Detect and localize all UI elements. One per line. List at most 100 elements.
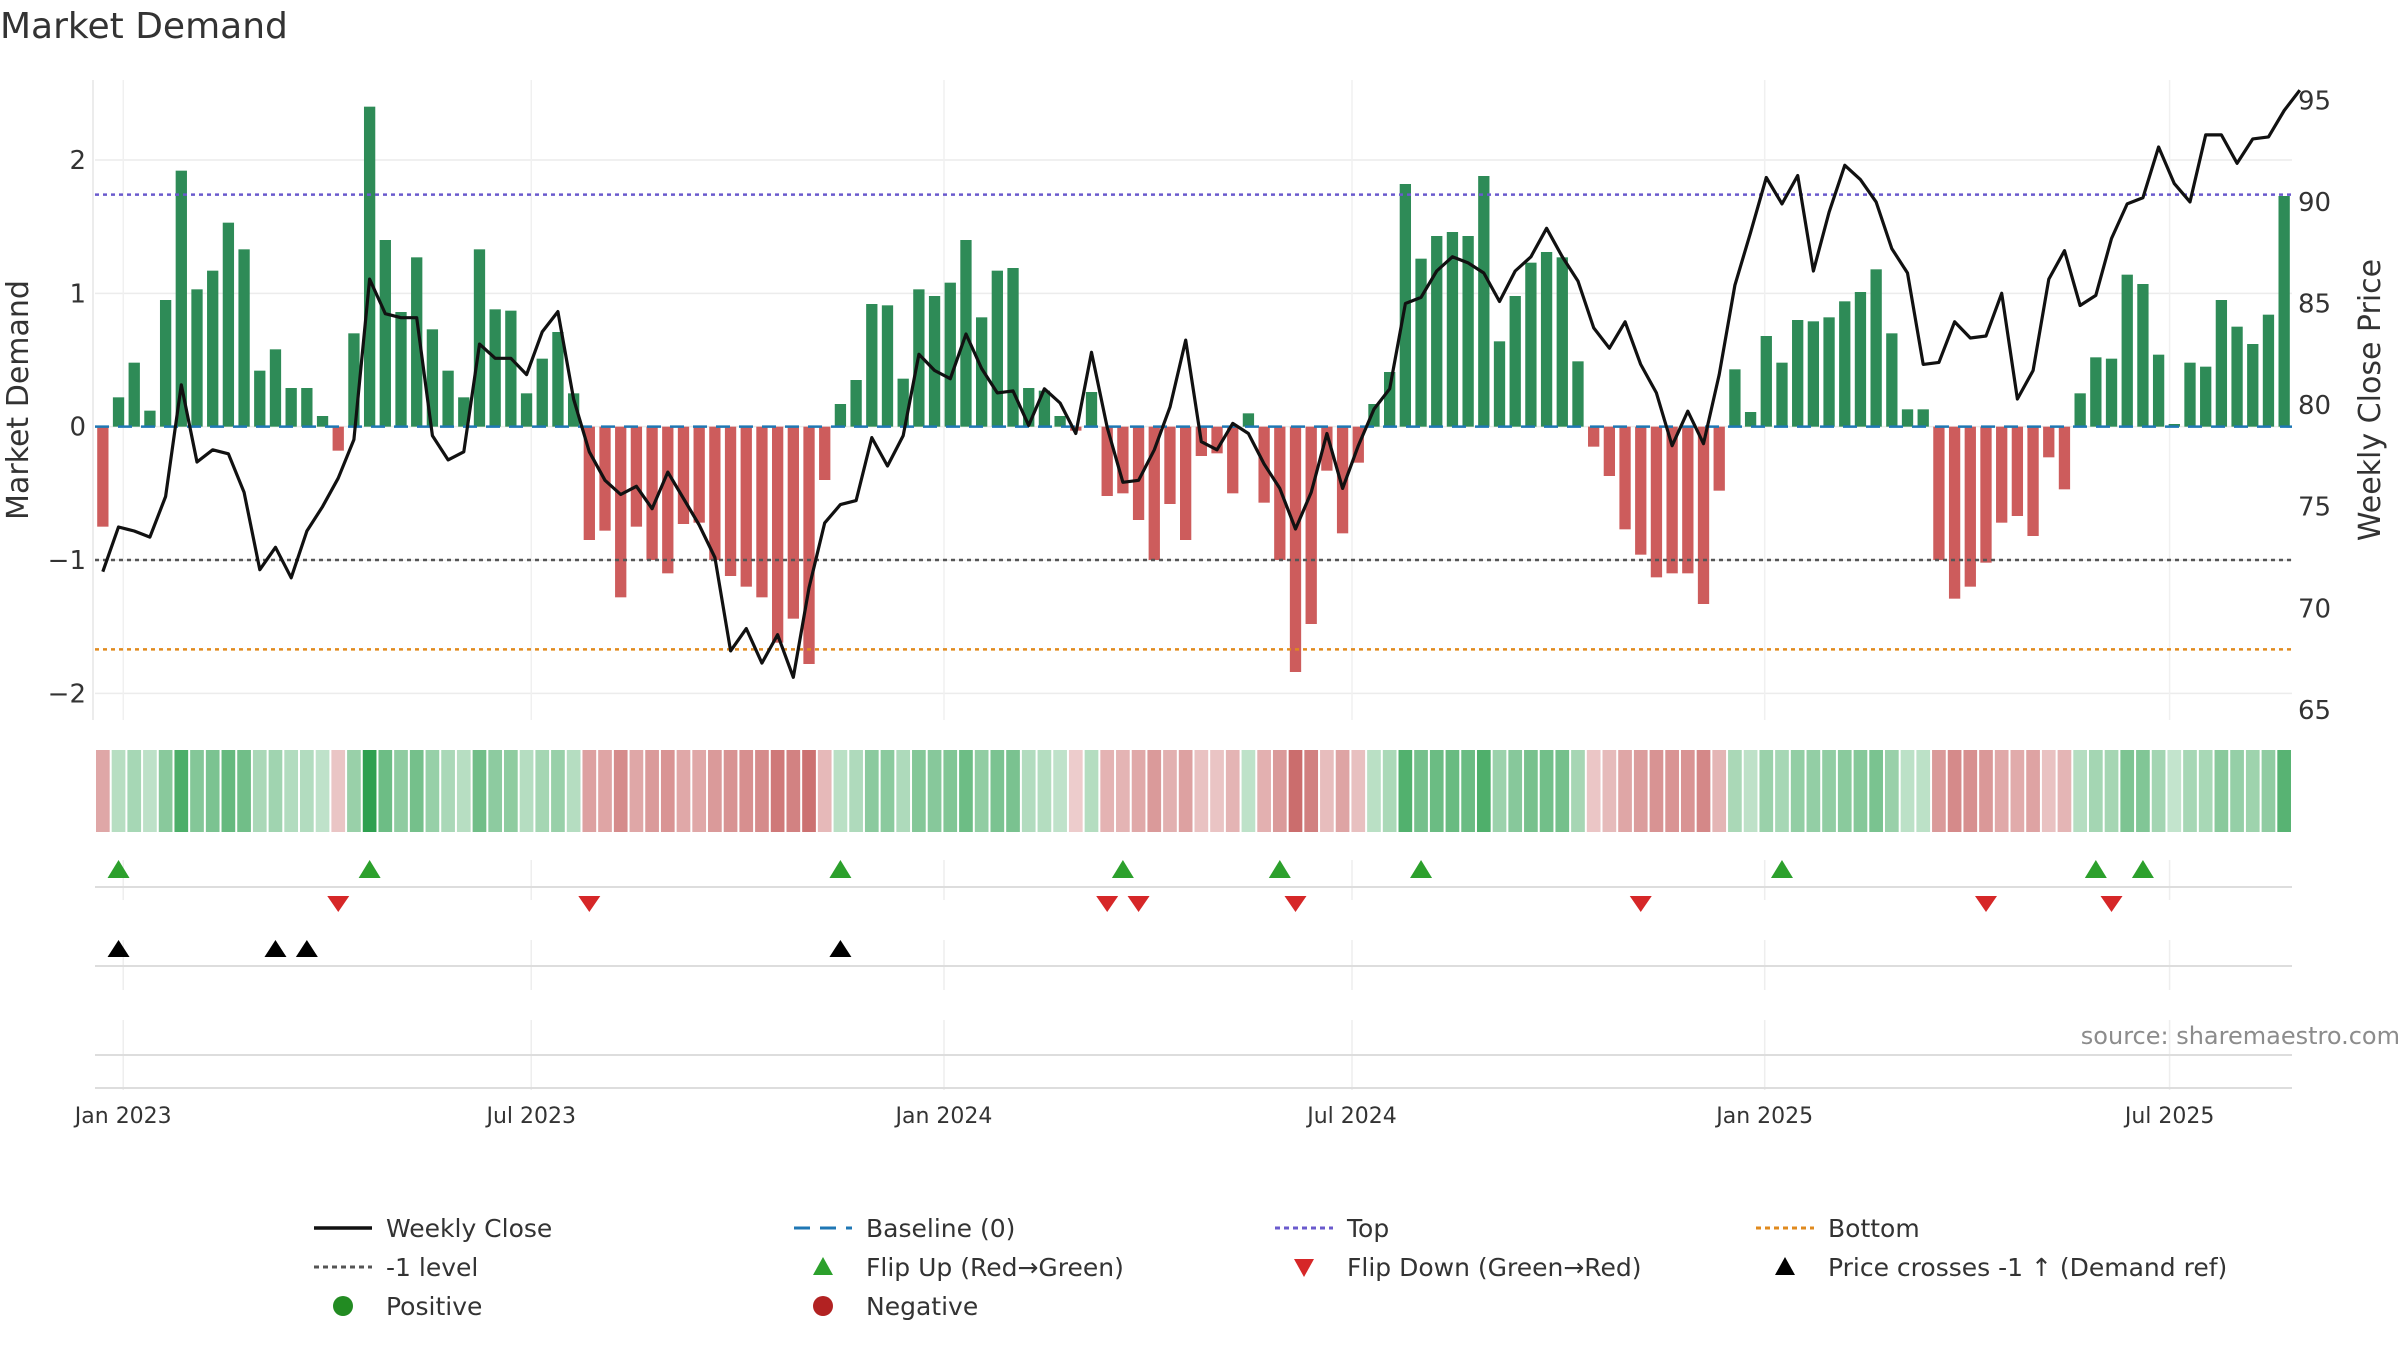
demand-bar [1572,361,1584,427]
heat-cell [2120,750,2135,832]
legend-price-cross: Price crosses -1 ↑ (Demand ref) [1752,1249,2227,1285]
heat-cell [1728,750,1742,832]
heat-cell [1759,750,1774,832]
heat-cell [1539,750,1554,832]
demand-bar [1415,258,1427,427]
heat-cell [1163,750,1177,832]
heat-cell [1947,750,1962,832]
heat-cell [880,750,895,832]
heat-cell [1304,750,1319,832]
price-cross-icon [1775,1257,1795,1275]
demand-bar [1446,232,1459,427]
demand-bar [1792,320,1804,427]
heat-cell [990,750,1005,832]
demand-bar [379,240,391,427]
demand-bar [1180,426,1192,540]
heat-cell [1853,750,1868,832]
heat-cell [2245,750,2260,832]
heat-cell [205,750,220,832]
heat-cell [598,750,612,832]
demand-bar [693,426,705,523]
demand-bar [2058,426,2071,490]
flip-up-icon [813,1257,833,1275]
demand-bar [834,404,847,427]
heat-cell [2088,750,2103,832]
heat-cell [1884,750,1899,832]
heat-cell [1492,750,1507,832]
demand-bar [1729,369,1741,427]
heat-cell [190,750,204,832]
legend-level-minus1-label: -1 level [386,1252,479,1282]
left-tick-label: 2 [69,146,86,176]
weekly-close-line [101,89,2302,679]
right-tick-label: 75 [2298,493,2331,523]
x-tick-label: Jan 2024 [894,1104,993,1129]
demand-bar [787,426,799,619]
demand-bar [1666,426,1678,574]
demand-bar [301,388,313,427]
legend-weekly-close-label: Weekly Close [386,1213,553,1243]
heat-cell [1257,750,1271,832]
demand-bar [1148,426,1160,560]
demand-bar [2137,284,2149,427]
flip-down-marker [1974,896,1997,912]
flip-up-marker [1268,860,1291,878]
demand-bar [332,426,344,451]
right-tick-label: 90 [2298,188,2331,218]
flip-down-marker [1284,896,1307,912]
demand-bar [1289,426,1302,672]
heat-cell [2167,750,2182,832]
flip-up-marker [1111,860,1134,878]
heat-cell [96,750,110,832]
demand-bar [426,329,439,427]
demand-bar [254,370,266,427]
right-tick-label: 85 [2298,289,2331,319]
demand-bar [1117,426,1129,494]
demand-bar [222,222,235,427]
flip-down-marker [578,896,601,912]
right-tick-label: 70 [2298,594,2331,624]
demand-bar [1525,262,1537,427]
demand-bar [771,426,784,643]
legend-top: Top [1271,1210,1389,1246]
heat-cell [1053,750,1067,832]
heat-cell [441,750,455,832]
heat-cell [1461,750,1475,832]
heat-cell [174,750,189,832]
heat-cell [817,750,832,832]
heat-cell [1680,750,1695,832]
demand-bar [316,416,329,427]
chart-legend: Weekly Close Baseline (0) Top Bottom -1 … [0,1210,2400,1330]
legend-bottom-label: Bottom [1828,1213,1920,1243]
demand-bar [1384,372,1396,427]
flip-down-marker [2100,896,2123,912]
demand-bar [850,380,862,427]
heat-cell [472,750,487,832]
demand-bar [1274,426,1286,560]
heat-cell [1398,750,1413,832]
demand-bar [1964,426,1976,587]
demand-bar [1870,269,1882,427]
heat-cell [1445,750,1460,832]
legend-bottom: Bottom [1752,1210,1920,1246]
flip-down-icon [1294,1259,1314,1277]
demand-bar [1054,416,1066,427]
heat-cell [1320,750,1334,832]
heat-cell [864,750,879,832]
demand-bar [1948,426,1961,599]
demand-bar [2011,426,2024,516]
heat-cell [331,750,346,832]
heat-cell [1790,750,1805,832]
demand-bar [458,397,470,427]
demand-bar [2200,366,2212,427]
heat-cell [1602,750,1617,832]
x-tick-label: Jul 2024 [1305,1104,1397,1129]
demand-bar [1336,426,1349,534]
demand-bar [175,170,187,427]
demand-bar [1744,412,1757,427]
legend-negative-label: Negative [866,1291,979,1321]
heat-cell [1476,750,1491,832]
heat-cell [1084,750,1099,832]
demand-bar [2152,354,2165,427]
